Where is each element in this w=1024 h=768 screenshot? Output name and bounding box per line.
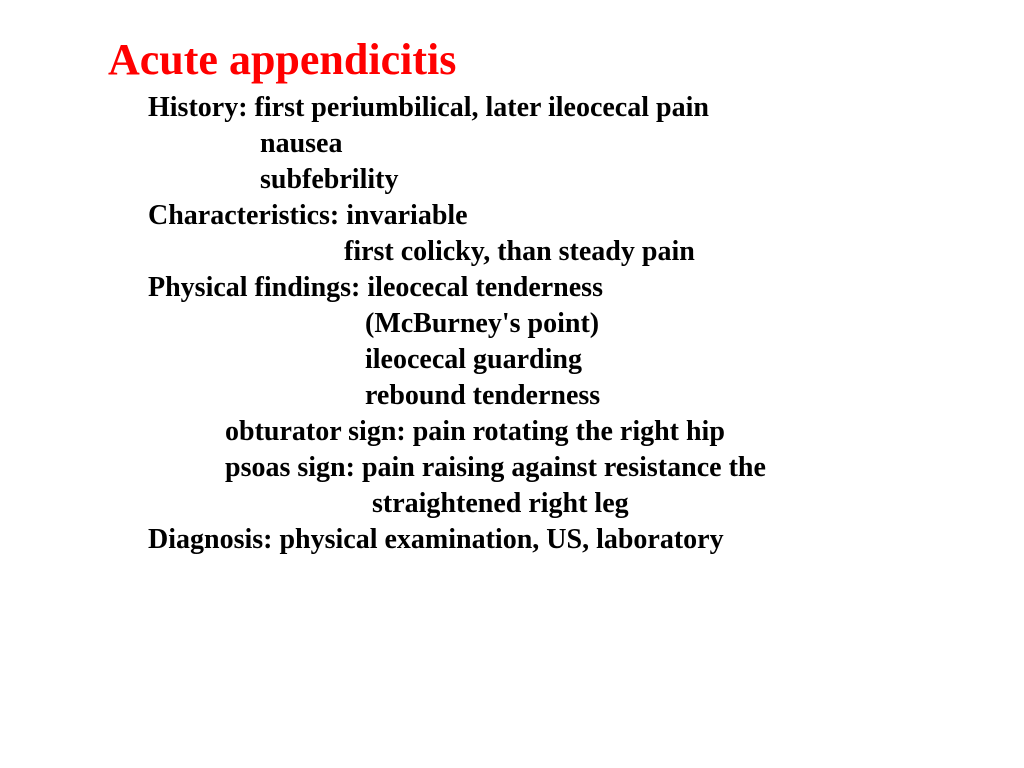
bullet-cont-line: first colicky, than steady pain bbox=[148, 234, 1024, 270]
bullet-cont-line: nausea bbox=[148, 126, 1024, 162]
bullet-text: Physical findings: ileocecal tenderness … bbox=[148, 270, 1024, 522]
bullet-cont-line: ileocecal guarding bbox=[148, 342, 1024, 378]
slide-container: Acute appendicitis History: first perium… bbox=[0, 0, 1024, 768]
bullet-cont-line: obturator sign: pain rotating the right … bbox=[148, 414, 1024, 450]
bullet-lead-line: Diagnosis: physical examination, US, lab… bbox=[148, 522, 1024, 558]
bullet-cont-line: rebound tenderness bbox=[148, 378, 1024, 414]
bullet-lead-line: Physical findings: ileocecal tenderness bbox=[148, 270, 1024, 306]
bullet-lead-line: History: first periumbilical, later ileo… bbox=[148, 90, 1024, 126]
bullet-cont-line: (McBurney's point) bbox=[148, 306, 1024, 342]
bullet-text: Characteristics: invariable first colick… bbox=[148, 198, 1024, 270]
bullet-item: Characteristics: invariable first colick… bbox=[108, 198, 1024, 270]
bullet-text: Diagnosis: physical examination, US, lab… bbox=[148, 522, 1024, 558]
bullet-item: History: first periumbilical, later ileo… bbox=[108, 90, 1024, 198]
bullet-lead-line: Characteristics: invariable bbox=[148, 198, 1024, 234]
bullet-cont-line: psoas sign: pain raising against resista… bbox=[148, 450, 1024, 486]
slide-title: Acute appendicitis bbox=[0, 30, 1024, 90]
bullet-item: Diagnosis: physical examination, US, lab… bbox=[108, 522, 1024, 558]
bullet-cont-line: straightened right leg bbox=[148, 486, 1024, 522]
bullet-text: History: first periumbilical, later ileo… bbox=[148, 90, 1024, 198]
bullet-item: Physical findings: ileocecal tenderness … bbox=[108, 270, 1024, 522]
slide-body: History: first periumbilical, later ileo… bbox=[0, 90, 1024, 558]
bullet-cont-line: subfebrility bbox=[148, 162, 1024, 198]
